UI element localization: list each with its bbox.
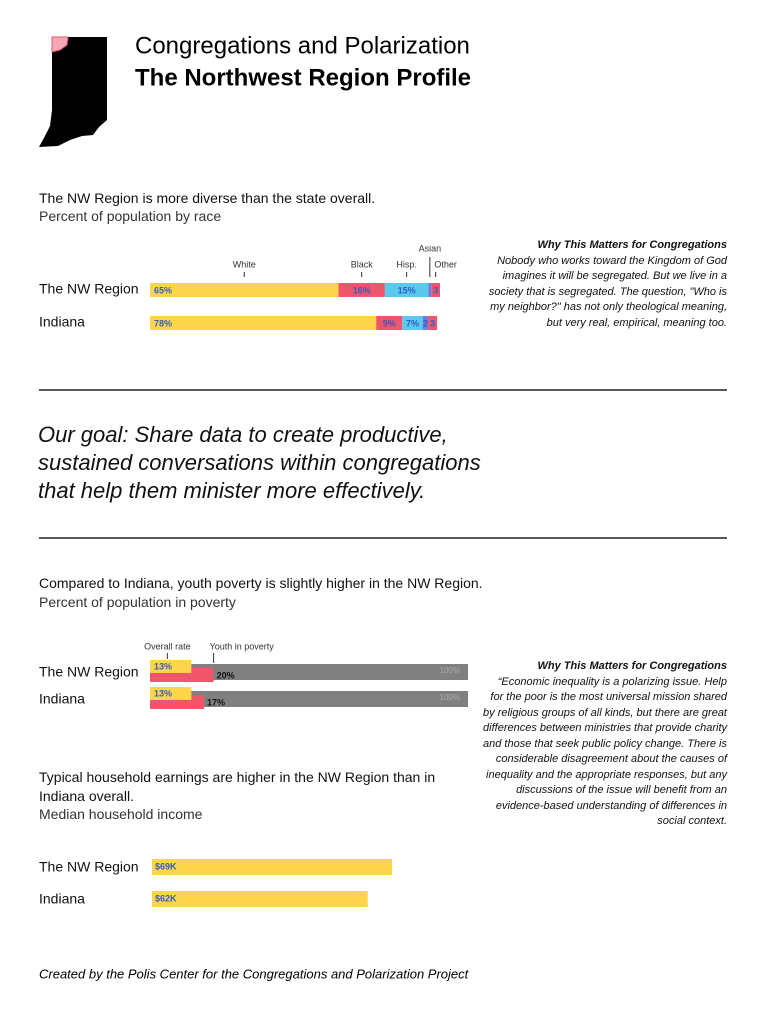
value-label: 2 (423, 318, 428, 328)
quote: Our goal: Share data to create productiv… (38, 422, 481, 503)
value-label: 16% (353, 285, 371, 295)
bar (150, 687, 192, 700)
value-label: 9% (383, 318, 396, 328)
bar-segment (431, 283, 440, 297)
indiana-map (39, 37, 107, 147)
value-label: 3 (433, 285, 438, 295)
value-label: 17% (207, 697, 225, 707)
chart-subtitle: Percent of population in poverty (39, 594, 236, 610)
total-bar (150, 664, 468, 680)
value-label: 13% (154, 688, 172, 698)
sidebar-title: Why This Matters for Congregations (537, 239, 727, 251)
bar (152, 891, 368, 907)
nw-region-highlight (51, 36, 69, 53)
category-label: Indiana (39, 891, 85, 907)
legend-label: Other (434, 259, 457, 269)
value-label: 7% (406, 318, 419, 328)
value-label: 78% (154, 318, 172, 328)
legend-label: Hisp. (396, 259, 417, 269)
value-label: 15% (398, 285, 416, 295)
legend-label: Black (351, 259, 374, 269)
sidebar-text: “Economic inequality is a polarizing iss… (483, 675, 727, 828)
chart-subtitle: Median household income (39, 806, 203, 822)
bar-segment (150, 283, 339, 297)
sidebar: Why This Matters for Congregations “Econo… (482, 659, 727, 830)
chart-title: The NW Region is more diverse than the s… (39, 190, 376, 206)
bar (150, 660, 192, 673)
category-label: Indiana (39, 691, 85, 707)
total-bar (150, 691, 468, 707)
chart-title: Typical household earnings are higher in… (39, 769, 436, 804)
subtitle: The Northwest Region Profile (135, 64, 471, 91)
bar-segment (338, 283, 385, 297)
bar-segment (384, 283, 429, 297)
value-label: 3 (430, 318, 435, 328)
bar-segment (422, 316, 429, 330)
legend-label: Overall rate (144, 641, 191, 651)
value-label: $69K (155, 861, 177, 871)
sidebar: Why This Matters for Congregations Nobody… (482, 238, 727, 331)
category-label: Indiana (39, 314, 85, 330)
value-label: 13% (154, 661, 172, 671)
legend-label: Youth in poverty (210, 641, 275, 651)
value-label: 100% (440, 666, 460, 675)
chart-subtitle: Percent of population by race (39, 208, 222, 224)
chart-title: Compared to Indiana, youth poverty is sl… (39, 575, 483, 591)
value-label: 65% (154, 285, 172, 295)
category-label: The NW Region (39, 859, 139, 875)
category-label: The NW Region (39, 664, 139, 680)
title: Congregations and Polarization (135, 32, 470, 59)
category-label: The NW Region (39, 281, 139, 297)
sidebar-text: Nobody who works toward the Kingdom of G… (488, 254, 727, 329)
footer: Created by the Polis Center for the Cong… (39, 966, 470, 981)
bar-segment (428, 316, 438, 330)
bar (152, 859, 393, 875)
bar-segment (150, 316, 377, 330)
sidebar-title: Why This Matters for Congregations (537, 660, 727, 672)
bar-segment (376, 316, 403, 330)
value-label: 20% (217, 670, 235, 680)
value-label: 100% (440, 693, 460, 702)
bar-segment (428, 283, 432, 297)
legend-label: White (233, 259, 256, 269)
bar-segment (402, 316, 423, 330)
value-label: $62K (155, 893, 177, 903)
legend-label: Asian (419, 243, 442, 253)
